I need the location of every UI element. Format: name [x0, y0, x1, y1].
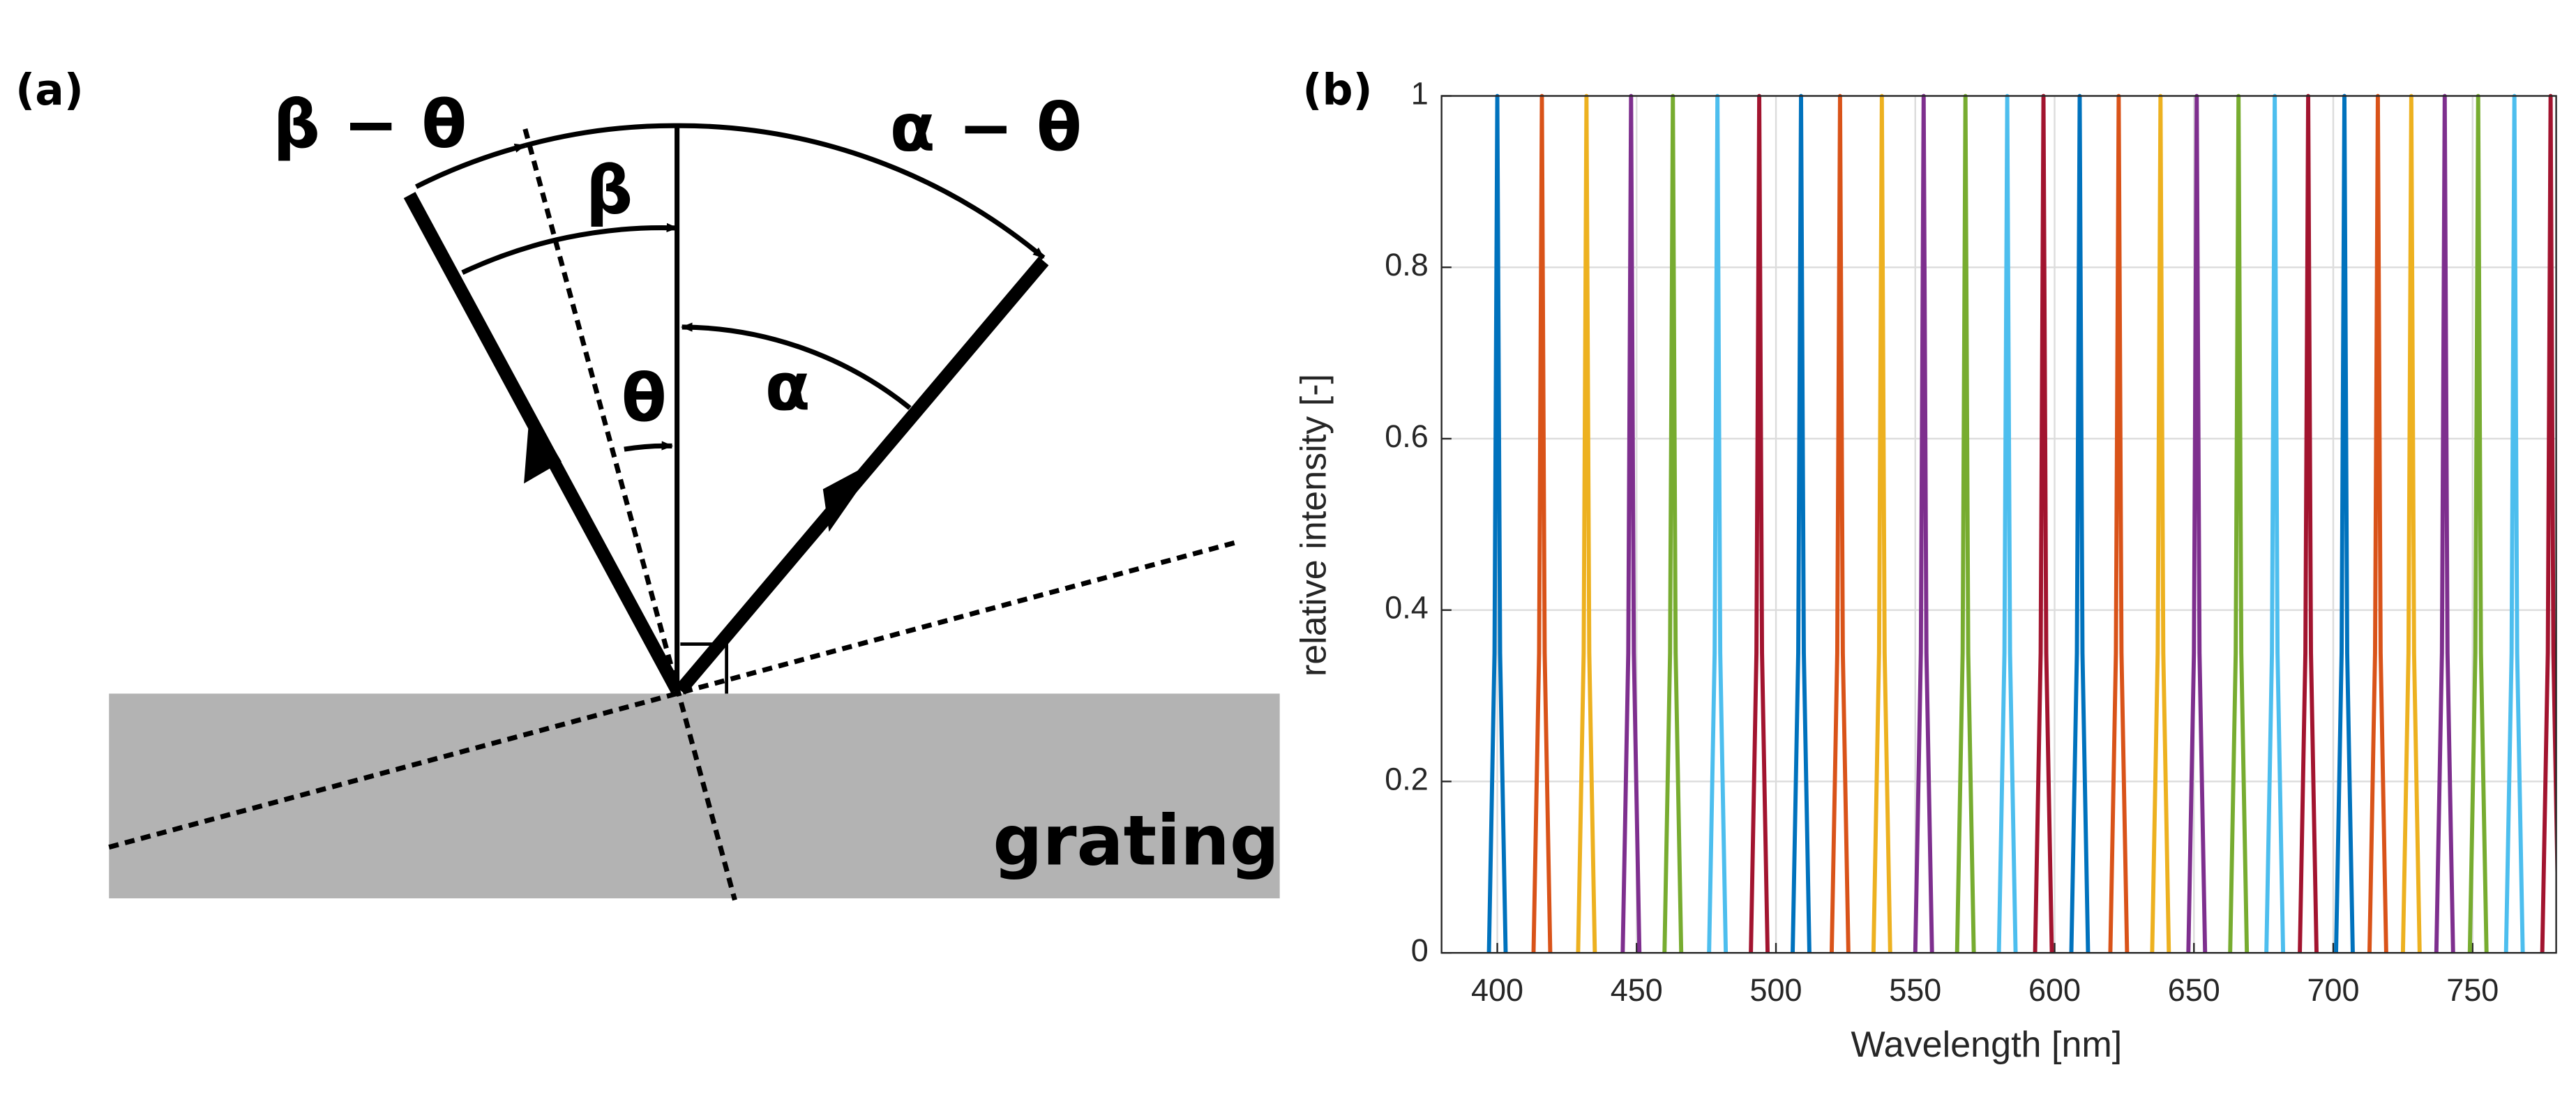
spectral-line [2150, 93, 2171, 953]
y-tick-label: 0 [1411, 932, 1429, 968]
spectral-line [1996, 93, 2018, 953]
spectral-line [1954, 93, 1976, 953]
y-tick-label: 0.2 [1385, 761, 1429, 796]
x-tick-label: 500 [1750, 972, 1802, 1008]
x-tick-label: 650 [2168, 972, 2220, 1008]
y-tick-label: 1 [1411, 75, 1429, 111]
x-tick-label: 550 [1889, 972, 1941, 1008]
ray-arrow [822, 463, 874, 532]
angle-label: α − θ [890, 89, 1082, 166]
spectral-line [2264, 93, 2286, 953]
spectral-line [1871, 93, 1892, 953]
spectral-line [1662, 93, 1684, 953]
spectral-line [2334, 93, 2355, 953]
panel-label: (a) [15, 65, 84, 115]
spectral-line [2033, 93, 2054, 953]
spectral-line [1531, 93, 1553, 953]
spectral-line [1749, 93, 1770, 953]
x-tick-label: 600 [2028, 972, 2081, 1008]
spectral-line [2367, 93, 2388, 953]
y-axis-label: relative intensity [-] [1293, 374, 1334, 677]
x-tick-label: 750 [2446, 972, 2499, 1008]
arc-beta-theta [414, 143, 527, 189]
grating-label: grating [993, 801, 1279, 882]
spectral-line [2400, 93, 2422, 953]
arc-theta [624, 441, 674, 452]
chart: (b) Wavelength [nm] relative intensity [… [1293, 65, 2557, 1065]
spectral-line [1791, 93, 1812, 953]
grating-normal [522, 128, 737, 901]
spectral-line [1707, 93, 1728, 953]
x-tick-label: 700 [2307, 972, 2359, 1008]
grating-plane [108, 539, 1240, 850]
spectral-line [2228, 93, 2250, 953]
arc-beta [461, 222, 679, 275]
x-tick-label: 400 [1471, 972, 1523, 1008]
angle-label: θ [622, 361, 667, 437]
angle-label: β [586, 152, 633, 229]
x-axis-label: Wavelength [nm] [1851, 1025, 2122, 1065]
spectral-line [2186, 93, 2208, 953]
spectral-line [1576, 93, 1597, 953]
x-tick-label: 450 [1611, 972, 1663, 1008]
angle-label: β − θ [273, 86, 467, 163]
arc-alpha [681, 322, 912, 410]
spectral-line [1913, 93, 1934, 953]
y-tick-label: 0.8 [1385, 247, 1429, 282]
angle-label: α [765, 349, 811, 425]
spectral-line [2298, 93, 2319, 953]
plot-frame [1440, 95, 2557, 954]
spectral-line [1829, 93, 1851, 953]
spectral-line [2069, 93, 2091, 953]
spectral-line [2434, 93, 2455, 953]
ray-arrow [524, 408, 562, 484]
spectral-line [2503, 93, 2525, 953]
arc-alpha-theta [524, 123, 1046, 260]
spectral-line [2108, 93, 2130, 953]
diagram: (a) β − θ β α − θ θ α grating [15, 65, 1280, 901]
y-tick-label: 0.6 [1385, 418, 1429, 454]
panel-label: (b) [1302, 65, 1372, 115]
y-tick-label: 0.4 [1385, 590, 1429, 626]
